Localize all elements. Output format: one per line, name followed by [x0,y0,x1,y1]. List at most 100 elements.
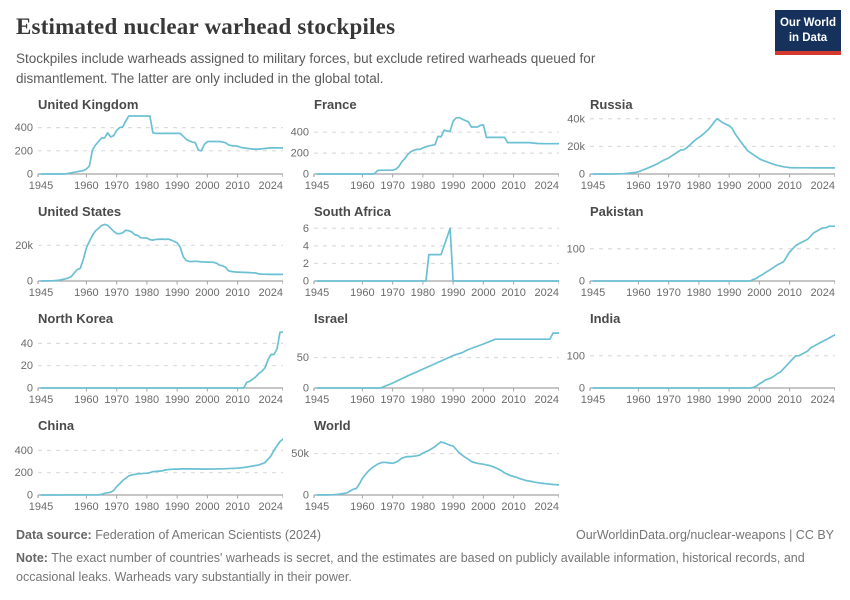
x-tick-label: 2000 [471,501,495,513]
x-tick-label: 1980 [411,287,435,299]
x-tick-label: 1970 [380,287,404,299]
facet-title-china: China [38,418,75,434]
x-tick-label: 2000 [747,287,771,299]
x-tick-label: 1960 [626,394,650,406]
facet-chart-united-states: 0 20k 1945 1960 1970 1980 1990 2000 2010 2024 [15,223,283,299]
facet-title-india: India [590,311,621,327]
x-tick-label: 2024 [259,180,283,192]
x-tick-label: 1990 [441,180,465,192]
x-tick-label: 1990 [165,180,189,192]
y-tick-label: 0 [303,383,309,395]
x-tick-label: 1980 [411,501,435,513]
y-tick-label: 20k [567,141,585,153]
facet-chart-united-kingdom: 0 200 400 1945 1960 1970 1980 1990 2000 2010 2024 [15,115,283,192]
x-tick-label: 2000 [471,180,495,192]
x-tick-label: 2024 [535,287,559,299]
x-tick-label: 1960 [350,287,374,299]
y-tick-label: 0 [303,169,309,181]
note-label: Note: [16,551,48,566]
y-tick-label: 400 [15,122,33,134]
note-text: The exact number of countries' warheads … [16,551,805,584]
series-line-israel [316,332,559,389]
x-tick-label: 1960 [350,180,374,192]
x-tick-label: 1970 [656,287,680,299]
facet-france: France 0 200 400 1945 1960 1970 1980 1990 2000 201… [286,97,559,195]
x-tick-label: 1990 [165,287,189,299]
x-tick-label: 1990 [717,180,741,192]
chart-header: Estimated nuclear warhead stockpiles Sto… [0,0,850,88]
x-tick-label: 1980 [687,287,711,299]
x-tick-label: 2024 [259,287,283,299]
x-tick-label: 1945 [581,180,605,192]
x-tick-label: 1945 [581,394,605,406]
y-tick-label: 200 [15,145,33,157]
y-tick-label: 100 [567,243,585,255]
x-tick-label: 1980 [411,180,435,192]
y-tick-label: 50k [291,448,309,460]
facet-south-africa: South Africa 0 2 4 6 1945 1960 1970 1980 1990 2000… [286,204,559,302]
x-tick-label: 2010 [501,501,525,513]
y-tick-label: 20 [21,360,33,372]
facet-israel: Israel 0 50 1945 1960 1970 1980 1990 2000 2010 202… [286,311,559,409]
x-tick-label: 2010 [501,287,525,299]
x-tick-label: 1960 [626,180,650,192]
x-tick-label: 2000 [195,287,219,299]
x-tick-label: 1990 [717,394,741,406]
x-tick-label: 1960 [74,394,98,406]
x-tick-label: 1945 [29,287,53,299]
series-line-russia [592,118,835,175]
facet-title-france: France [314,97,357,113]
x-tick-label: 1980 [135,501,159,513]
page-title: Estimated nuclear warhead stockpiles [16,14,396,39]
y-tick-label: 4 [303,240,309,252]
y-tick-label: 50 [297,352,309,364]
facet-chart-pakistan: 0 100 1945 1960 1970 1980 1990 2000 2010 2024 [567,225,835,299]
y-tick-label: 100 [567,350,585,362]
facets-grid: United Kingdom 0 200 400 1945 1960 1970 1980 199… [0,88,850,516]
series-line-world [316,441,559,496]
x-tick-label: 2010 [225,287,249,299]
x-tick-label: 1960 [350,394,374,406]
y-tick-label: 6 [303,223,309,235]
x-tick-label: 2024 [259,394,283,406]
x-tick-label: 1970 [656,394,680,406]
x-tick-label: 1990 [165,501,189,513]
x-tick-label: 2024 [811,287,835,299]
x-tick-label: 1970 [380,180,404,192]
footer-note: Note: The exact number of countries' war… [16,549,828,587]
x-tick-label: 1960 [74,180,98,192]
x-tick-label: 1945 [29,394,53,406]
x-tick-label: 2000 [195,180,219,192]
facet-chart-china: 0 200 400 1945 1960 1970 1980 1990 2000 2010 2024 [15,438,283,513]
y-tick-label: 0 [579,169,585,181]
y-tick-label: 400 [15,445,33,457]
x-tick-label: 2000 [195,394,219,406]
series-line-france [316,116,559,175]
x-tick-label: 2024 [535,394,559,406]
facet-chart-south-africa: 0 2 4 6 1945 1960 1970 1980 1990 2000 2010 2024 [303,223,559,299]
series-line-united-kingdom [40,115,283,175]
y-tick-label: 0 [303,276,309,288]
x-tick-label: 2000 [471,394,495,406]
x-tick-label: 1970 [380,501,404,513]
x-tick-label: 2024 [535,501,559,513]
owid-logo-text: Our World in Data [775,10,841,51]
x-tick-label: 2010 [777,394,801,406]
y-tick-label: 0 [27,169,33,181]
x-tick-label: 1980 [687,394,711,406]
series-line-china [40,438,283,496]
facet-chart-world: 0 50k 1945 1960 1970 1980 1990 2000 2010 2024 [291,441,559,513]
x-tick-label: 1990 [717,287,741,299]
x-tick-label: 1960 [74,287,98,299]
facet-china: China 0 200 400 1945 1960 1970 1980 1990 2000 2010… [10,418,283,516]
facet-pakistan: Pakistan 0 100 1945 1960 1970 1980 1990 2000 2010… [562,204,835,302]
x-tick-label: 1945 [29,501,53,513]
x-tick-label: 1945 [305,394,329,406]
x-tick-label: 1945 [29,180,53,192]
facet-united-kingdom: United Kingdom 0 200 400 1945 1960 1970 1980 199… [10,97,283,195]
x-tick-label: 2000 [747,394,771,406]
chart-subtitle: Stockpiles include warheads assigned to … [16,51,596,86]
facet-chart-russia: 0 20k 40k 1945 1960 1970 1980 1990 2000 2010 2024 [567,115,835,192]
facet-title-russia: Russia [590,97,633,113]
y-tick-label: 200 [15,467,33,479]
